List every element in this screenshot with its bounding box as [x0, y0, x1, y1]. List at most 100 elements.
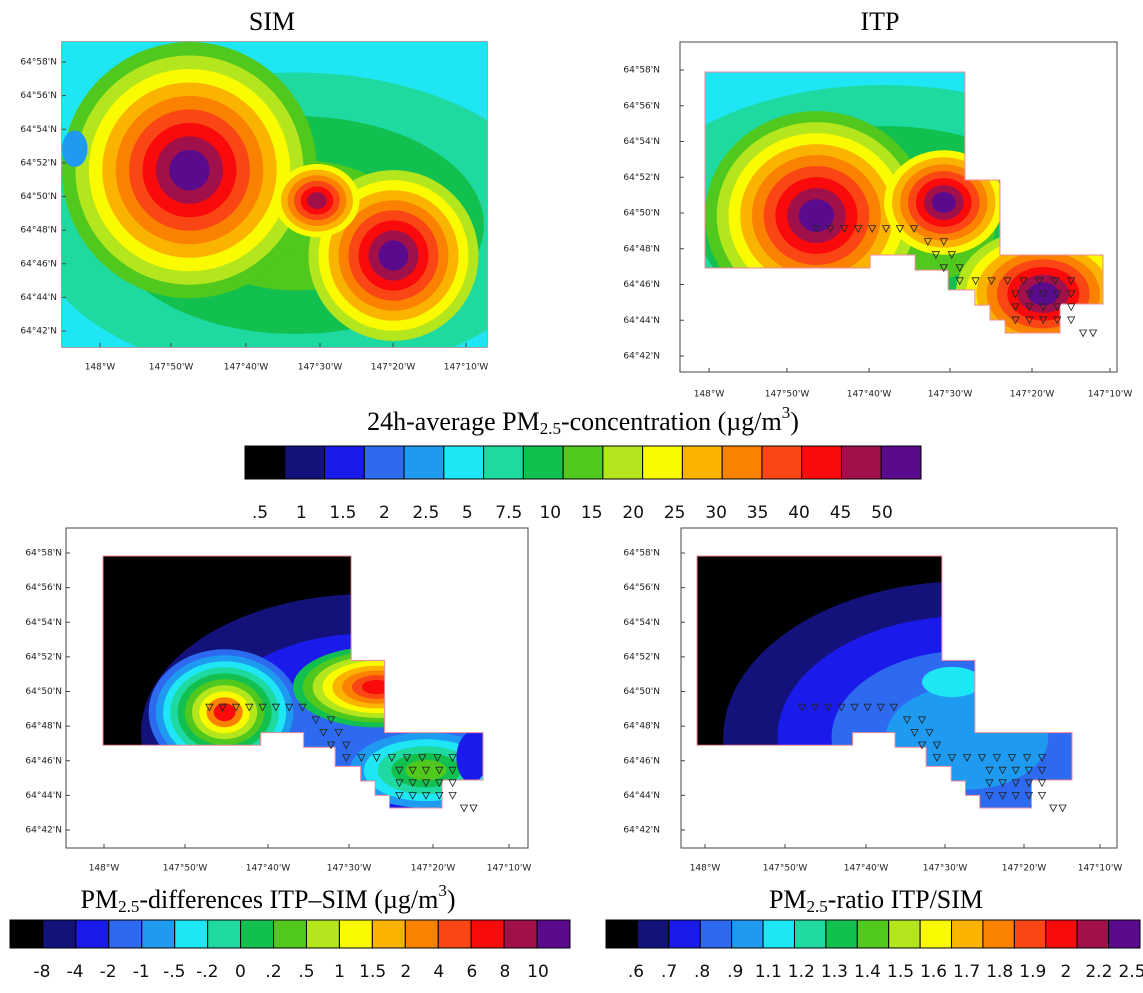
station-marker — [421, 766, 431, 775]
colorbar-box — [141, 919, 176, 949]
colorbar-box — [951, 919, 984, 949]
lon-label: 147°30'W — [327, 864, 372, 874]
colorbar-label: 50 — [871, 503, 893, 523]
station-marker — [1039, 290, 1048, 299]
colorbar-box — [1108, 919, 1141, 949]
contour-band — [1027, 282, 1059, 306]
colorbar-label: 45 — [830, 503, 852, 523]
lat-label: 64°58'N — [20, 58, 57, 68]
contour-band — [931, 192, 956, 213]
colorbar-label: 4 — [433, 962, 444, 982]
colorbar-box — [470, 919, 505, 949]
colorbar-label: -8 — [34, 962, 51, 982]
station-marker — [826, 225, 835, 233]
station-marker — [271, 703, 281, 712]
colorbar-box — [668, 919, 701, 949]
station-marker — [1024, 792, 1034, 800]
colorbar-label: -.5 — [163, 962, 185, 982]
station-marker — [342, 741, 351, 750]
lon-label: 147°40'W — [224, 363, 269, 373]
colorbar-label: 1.6 — [920, 962, 947, 982]
colorbar-box — [605, 919, 638, 949]
station-marker — [319, 729, 328, 737]
title-part: 3 — [782, 403, 791, 422]
colorbar-box — [404, 919, 439, 949]
colorbar-label: 15 — [581, 503, 603, 523]
lat-label: 64°50'N — [20, 192, 57, 202]
colorbar-box — [840, 445, 882, 480]
station-marker — [1035, 277, 1044, 286]
colorbar-label: 2 — [400, 962, 411, 982]
colorbar-label: 25 — [664, 503, 686, 523]
station-marker — [992, 754, 1002, 762]
colorbar-box — [880, 445, 922, 480]
lat-label: 64°42'N — [623, 826, 660, 836]
colorbar-label: 1.5 — [329, 503, 356, 523]
station-marker — [917, 741, 927, 750]
station-marker — [881, 225, 891, 233]
station-marker — [1025, 316, 1034, 325]
lat-label: 64°56'N — [25, 583, 62, 593]
colorbar-box — [244, 445, 286, 480]
lon-label: 147°10'W — [444, 363, 489, 373]
station-marker — [469, 804, 478, 813]
station-marker — [987, 277, 996, 286]
title-part: 24h-average PM — [367, 407, 540, 436]
contour-band — [378, 240, 409, 271]
lon-label: 147°50'W — [163, 864, 208, 874]
colorbar-title: PM2.5-ratio ITP/SIM — [769, 885, 983, 916]
contour-band — [405, 759, 447, 781]
station-marker — [421, 792, 431, 800]
lon-label: 148°W — [85, 363, 116, 373]
domain-outline — [102, 555, 484, 809]
contour-band — [922, 666, 982, 698]
station-marker — [998, 792, 1007, 800]
colorbar-box — [1013, 919, 1047, 949]
station-marker — [985, 792, 994, 800]
colorbar-label: 7.5 — [495, 503, 522, 523]
lat-label: 64°44'N — [623, 316, 660, 326]
colorbar-box — [363, 445, 405, 480]
station-marker — [850, 703, 859, 712]
lon-label: 147°50'W — [149, 363, 194, 373]
station-marker — [985, 779, 994, 788]
colorbar-box — [174, 919, 209, 949]
station-marker — [797, 703, 807, 712]
colorbar-title: 24h-average PM2.5-concentration (µg/m3) — [367, 403, 799, 438]
colorbar-box — [982, 919, 1015, 949]
title-part: 2.5 — [807, 897, 828, 916]
colorbar-label: 35 — [747, 503, 769, 523]
lon-label: 147°30'W — [928, 390, 973, 400]
colorbar-box — [801, 445, 842, 480]
lon-label: 148°W — [89, 864, 120, 874]
lon-label: 147°50'W — [763, 864, 808, 874]
lat-label: 64°54'N — [25, 618, 62, 628]
contour-band — [361, 679, 392, 695]
station-marker — [1053, 303, 1062, 312]
station-marker — [854, 225, 863, 233]
station-marker — [932, 754, 942, 762]
title-part: PM — [769, 885, 807, 914]
station-marker — [205, 703, 214, 712]
colorbar-label: 1.4 — [854, 962, 881, 982]
colorbar-label: -4 — [67, 962, 84, 982]
contour-band — [307, 192, 327, 210]
station-marker — [285, 703, 294, 712]
colorbar-box — [305, 919, 340, 949]
colorbar-box — [721, 445, 763, 480]
colorbar-label: 2.5 — [1118, 962, 1143, 982]
colorbar-label: 30 — [705, 503, 727, 523]
colorbar-box — [856, 919, 890, 949]
lat-label: 64°52'N — [20, 158, 57, 168]
lat-label: 64°42'N — [623, 352, 660, 362]
lon-label: 147°30'W — [923, 864, 968, 874]
lon-label: 147°30'W — [298, 363, 343, 373]
station-marker — [435, 792, 444, 800]
colorbar-label: -1 — [133, 962, 150, 982]
colorbar-box — [681, 445, 723, 480]
station-marker — [1024, 779, 1034, 788]
station-marker — [810, 703, 820, 712]
station-marker — [925, 729, 934, 737]
lat-label: 64°58'N — [25, 549, 62, 559]
